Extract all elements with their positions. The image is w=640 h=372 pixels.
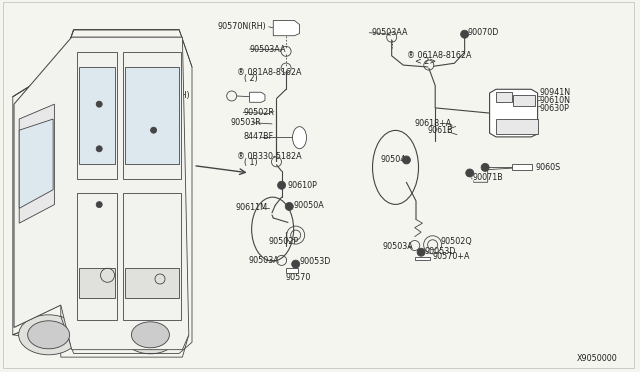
- Text: ® 081A8-8162A: ® 081A8-8162A: [237, 68, 301, 77]
- Text: 90503R: 90503R: [230, 118, 261, 127]
- Circle shape: [278, 181, 285, 189]
- Ellipse shape: [131, 322, 170, 348]
- Ellipse shape: [123, 316, 178, 354]
- Polygon shape: [19, 119, 53, 208]
- Polygon shape: [250, 92, 265, 102]
- Text: 90503AA: 90503AA: [250, 45, 286, 54]
- Text: 9061B: 9061B: [428, 126, 453, 135]
- Text: 90503AA: 90503AA: [371, 28, 408, 37]
- Polygon shape: [415, 257, 430, 260]
- Text: ® 0B330-5182A: ® 0B330-5182A: [237, 153, 301, 161]
- Circle shape: [96, 146, 102, 152]
- Polygon shape: [490, 89, 538, 137]
- Text: 90502R: 90502R: [243, 108, 274, 117]
- Text: 90610P: 90610P: [288, 181, 318, 190]
- Text: ® 061A8-8162A: ® 061A8-8162A: [407, 51, 472, 60]
- Circle shape: [417, 248, 425, 256]
- Text: 90071B: 90071B: [472, 173, 503, 182]
- Polygon shape: [496, 119, 538, 134]
- Text: 90503A: 90503A: [383, 242, 413, 251]
- Text: < 2>: < 2>: [415, 57, 436, 66]
- Text: 90941N: 90941N: [540, 88, 571, 97]
- Circle shape: [481, 163, 489, 171]
- Text: 90618+A: 90618+A: [415, 119, 452, 128]
- Polygon shape: [273, 20, 300, 36]
- Polygon shape: [125, 67, 179, 164]
- Circle shape: [466, 169, 474, 177]
- Polygon shape: [19, 104, 54, 223]
- Text: 9060S: 9060S: [535, 163, 560, 172]
- Text: 90611M: 90611M: [236, 203, 268, 212]
- Text: 90053D: 90053D: [425, 247, 456, 256]
- Polygon shape: [14, 37, 182, 104]
- Text: 90070D: 90070D: [468, 28, 499, 37]
- Text: 90503A: 90503A: [248, 256, 279, 265]
- Text: 90504: 90504: [381, 155, 406, 164]
- Text: ( 2): ( 2): [244, 74, 258, 83]
- Circle shape: [150, 127, 157, 133]
- Text: 8447BF: 8447BF: [243, 132, 273, 141]
- Ellipse shape: [292, 126, 307, 149]
- Text: 90570+A: 90570+A: [433, 252, 470, 261]
- Circle shape: [461, 30, 468, 38]
- Ellipse shape: [28, 321, 70, 349]
- Circle shape: [403, 156, 410, 164]
- Polygon shape: [513, 95, 535, 106]
- Polygon shape: [79, 67, 115, 164]
- Circle shape: [96, 202, 102, 208]
- Text: 90630P: 90630P: [540, 104, 570, 113]
- Text: 90502Q: 90502Q: [440, 237, 472, 246]
- Text: ( 1): ( 1): [244, 158, 258, 167]
- Polygon shape: [79, 268, 115, 298]
- Text: 90570: 90570: [285, 273, 311, 282]
- Text: 90502P: 90502P: [269, 237, 299, 246]
- Text: 90050A: 90050A: [293, 201, 324, 210]
- Circle shape: [292, 260, 300, 268]
- Circle shape: [96, 101, 102, 107]
- Polygon shape: [286, 268, 298, 273]
- Text: 90571N(LH): 90571N(LH): [143, 92, 190, 100]
- Text: X9050000: X9050000: [577, 355, 618, 363]
- Ellipse shape: [19, 315, 79, 355]
- Polygon shape: [125, 268, 179, 298]
- Text: 90570N(RH): 90570N(RH): [218, 22, 266, 31]
- Text: ®081A8-8162A: ®081A8-8162A: [120, 176, 177, 182]
- Circle shape: [285, 202, 293, 211]
- Text: 90610N: 90610N: [540, 96, 570, 105]
- Text: 90053D: 90053D: [300, 257, 331, 266]
- Polygon shape: [512, 164, 532, 170]
- Polygon shape: [14, 37, 189, 350]
- Polygon shape: [496, 92, 512, 102]
- Text: ( 2): ( 2): [128, 182, 141, 188]
